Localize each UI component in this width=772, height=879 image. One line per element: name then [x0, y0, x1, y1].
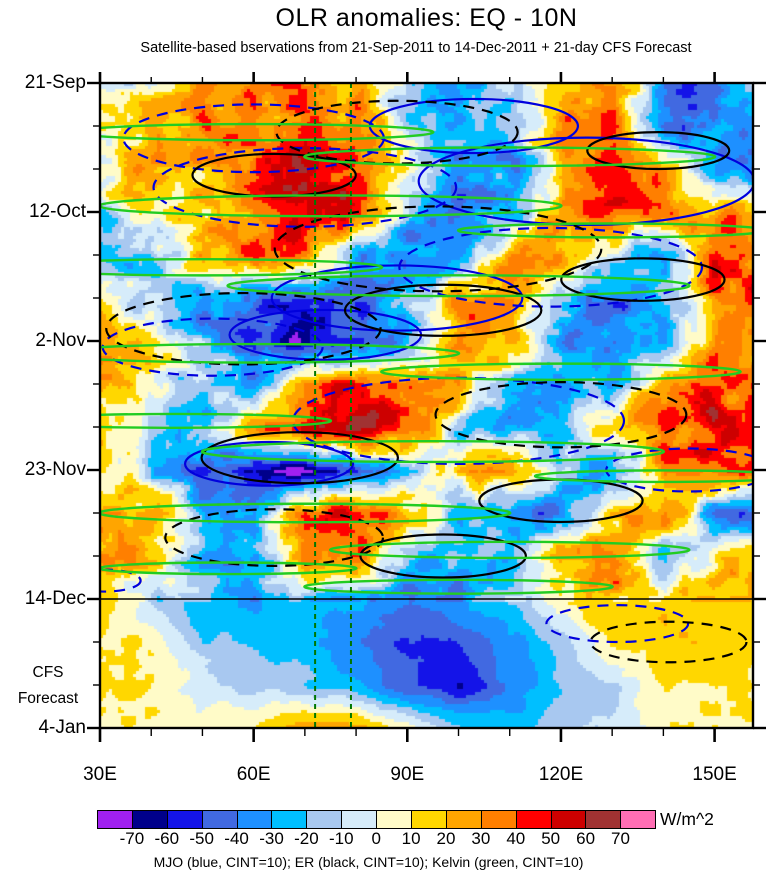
chart-subtitle: Satellite-based bservations from 21-Sep-…: [140, 40, 692, 56]
y-tick-label-2-nov: 2-Nov: [35, 330, 86, 351]
colorbar-level-label: 50: [541, 829, 561, 848]
mjo-wave-contour: [152, 146, 458, 228]
y-tick-label-21-sep: 21-Sep: [24, 72, 86, 93]
colorbar-segment: [516, 811, 552, 828]
cfs-forecast-label-line1: CFS: [32, 664, 64, 681]
colorbar-segment: [481, 811, 517, 828]
cfs-forecast-label-line2: Forecast: [17, 690, 79, 707]
colorbar: [97, 810, 657, 829]
colorbar-segment: [412, 811, 447, 828]
colorbar-level-label: -10: [329, 829, 354, 848]
mjo-wave-contour: [398, 226, 704, 308]
colorbar-segment: [237, 811, 273, 828]
colorbar-level-label: -40: [224, 829, 249, 848]
hovmoller-shaded-field: [100, 83, 753, 728]
colorbar-segment: [167, 811, 203, 828]
contour-legend-caption: MJO (blue, CINT=10); ER (black, CINT=10)…: [153, 854, 584, 870]
colorbar-unit-label: W/m^2: [660, 809, 714, 829]
er-wave-contour: [586, 131, 731, 171]
colorbar-segment: [307, 811, 343, 828]
er-wave-contour: [359, 533, 527, 579]
er-wave-contour: [560, 257, 726, 302]
y-tick-label-23-nov: 23-Nov: [24, 459, 86, 480]
colorbar-segment: [621, 811, 656, 828]
colorbar-segment: [377, 811, 413, 828]
colorbar-segment: [342, 811, 378, 828]
kelvin-wave-contour: [533, 469, 753, 484]
mjo-wave-contour: [291, 376, 626, 465]
colorbar-level-label: -30: [259, 829, 284, 848]
colorbar-segment: [272, 811, 308, 828]
x-tick-label-150e: 150E: [692, 764, 737, 785]
kelvin-wave-contour: [328, 540, 691, 560]
colorbar-segment: [202, 811, 238, 828]
x-tick-label-30e: 30E: [83, 764, 117, 785]
colorbar-level-label: 60: [576, 829, 596, 848]
colorbar-level-label: 10: [401, 829, 421, 848]
kelvin-wave-contour: [303, 578, 614, 595]
colorbar-level-label: -20: [294, 829, 319, 848]
colorbar-level-label: 70: [611, 829, 630, 848]
mjo-wave-contour: [101, 317, 324, 377]
er-wave-contour: [164, 508, 385, 567]
kelvin-wave-contour: [200, 439, 666, 464]
mjo-wave-contour: [545, 604, 690, 644]
chart-title: OLR anomalies: EQ - 10N: [275, 4, 578, 32]
plot-frame: [98, 81, 755, 730]
kelvin-wave-contour: [303, 146, 717, 168]
er-wave-contour: [200, 431, 400, 485]
er-wave-contour: [273, 205, 603, 293]
colorbar-level-label: -60: [154, 829, 180, 848]
kelvin-wave-contour: [226, 274, 691, 298]
x-tick-label-120e: 120E: [538, 764, 584, 785]
kelvin-wave-contour: [100, 561, 358, 576]
colorbar-segment: [446, 811, 482, 828]
colorbar-segment: [586, 811, 622, 828]
kelvin-wave-contour: [100, 258, 384, 277]
colorbar-segment: [98, 811, 133, 828]
colorbar-level-label: 0: [371, 829, 381, 848]
mjo-wave-contour: [183, 440, 355, 487]
y-tick-label-14-dec: 14-Dec: [24, 588, 86, 609]
kelvin-wave-contour: [100, 502, 512, 524]
x-tick-label-90e: 90E: [390, 764, 425, 785]
colorbar-level-label: -70: [119, 829, 145, 848]
x-tick-label-60e: 60E: [236, 764, 271, 785]
colorbar-level-label: -50: [189, 829, 214, 848]
er-wave-contour: [434, 381, 688, 449]
er-wave-contour: [105, 291, 382, 366]
mjo-wave-contour: [417, 136, 753, 227]
y-tick-label-12-oct: 12-Oct: [28, 201, 86, 222]
y-tick-label-4-jan: 4-Jan: [38, 717, 86, 738]
colorbar-segment: [132, 811, 168, 828]
kelvin-wave-contour: [100, 194, 563, 218]
colorbar-level-label: 20: [436, 829, 456, 848]
kelvin-wave-contour: [100, 342, 461, 364]
mjo-wave-contour: [270, 264, 524, 332]
colorbar-level-label: 30: [471, 829, 491, 848]
colorbar-segment: [551, 811, 587, 828]
kelvin-wave-contour: [456, 222, 753, 239]
er-wave-contour: [589, 620, 748, 664]
mjo-wave-contour: [228, 308, 423, 361]
kelvin-wave-contour: [100, 122, 435, 142]
er-wave-contour: [343, 283, 543, 337]
kelvin-wave-contour: [380, 362, 742, 381]
colorbar-level-label: 40: [506, 829, 526, 848]
er-wave-contour: [275, 99, 519, 165]
kelvin-wave-contour: [100, 412, 333, 429]
